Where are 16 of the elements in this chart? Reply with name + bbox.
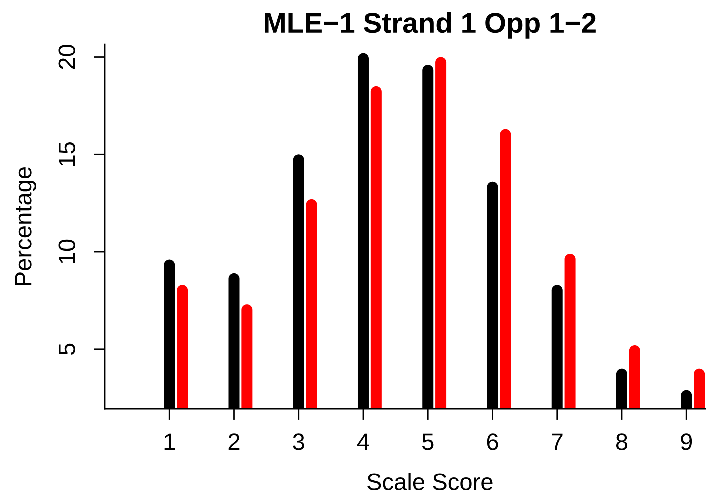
x-tick-label: 8 — [616, 434, 628, 450]
x-tick-label: 5 — [422, 434, 434, 450]
x-axis-title: Scale Score — [368, 473, 493, 490]
chart-title: MLE−1 Strand 1 Opp 1−2 — [265, 12, 596, 39]
x-tick-label: 9 — [681, 434, 692, 450]
x-tick-label: 2 — [228, 434, 240, 450]
y-tick-label: 15 — [58, 142, 76, 166]
y-tick-label: 5 — [58, 344, 76, 356]
x-tick-label: 7 — [552, 434, 563, 450]
x-tick-label: 4 — [357, 434, 370, 450]
y-axis-title: Percentage — [15, 167, 36, 286]
y-tick-label: 20 — [58, 45, 76, 70]
y-tick-label: 10 — [58, 240, 76, 264]
x-tick-label: 6 — [487, 434, 498, 450]
x-tick-label: 1 — [164, 434, 176, 450]
x-tick-label: 3 — [293, 434, 304, 450]
